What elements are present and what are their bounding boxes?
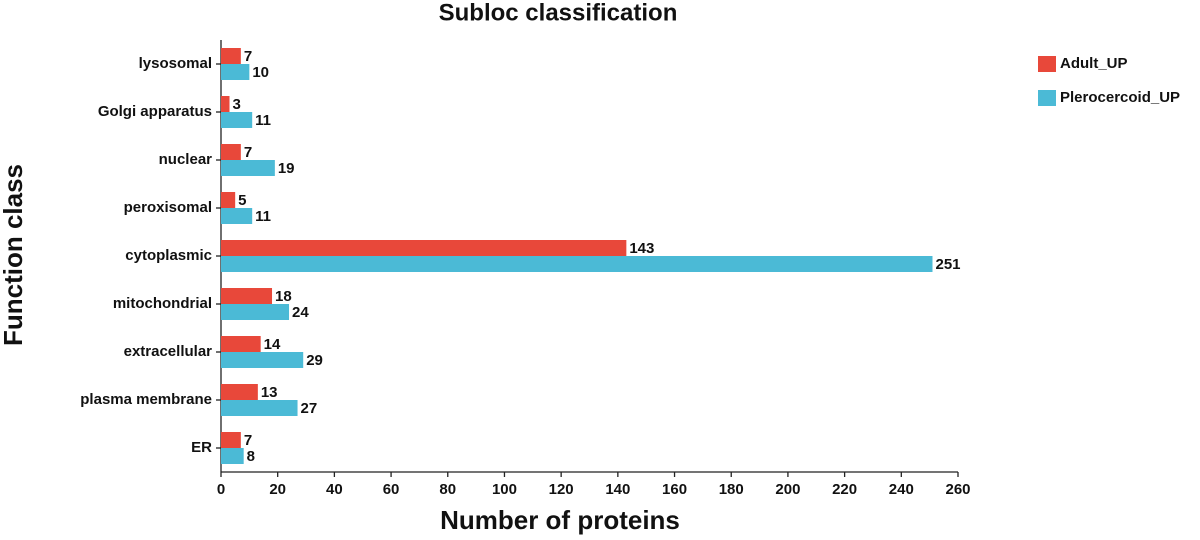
value-label: 8 (247, 448, 255, 465)
chart-title: Subloc classification (439, 0, 678, 26)
legend-label: Adult_UP (1060, 55, 1128, 72)
legend-swatch (1038, 56, 1056, 72)
bar (221, 160, 275, 176)
y-tick-label: extracellular (124, 343, 213, 360)
bar (221, 240, 627, 256)
x-tick-label: 60 (383, 481, 400, 498)
x-tick-label: 80 (439, 481, 456, 498)
legend-swatch (1038, 90, 1056, 106)
bar (221, 336, 261, 352)
y-tick-label: Golgi apparatus (98, 103, 212, 120)
y-axis-label: Function class (0, 164, 28, 346)
value-label: 251 (935, 256, 960, 273)
x-tick-label: 140 (605, 481, 630, 498)
value-label: 19 (278, 160, 295, 177)
bar (221, 384, 258, 400)
value-label: 7 (244, 144, 252, 161)
y-tick-label: peroxisomal (124, 199, 212, 216)
x-axis-label: Number of proteins (440, 505, 680, 535)
x-tick-label: 120 (549, 481, 574, 498)
value-label: 27 (301, 400, 318, 417)
x-tick-label: 0 (217, 481, 225, 498)
bar (221, 192, 236, 208)
y-tick-label: plasma membrane (80, 391, 212, 408)
x-tick-label: 220 (832, 481, 857, 498)
x-tick-label: 260 (945, 481, 970, 498)
value-label: 7 (244, 432, 252, 449)
x-tick-label: 100 (492, 481, 517, 498)
value-label: 11 (255, 112, 271, 129)
bar (221, 352, 304, 368)
bar (221, 112, 253, 128)
value-label: 13 (261, 384, 278, 401)
bar (221, 288, 273, 304)
bar (221, 448, 244, 464)
x-tick-label: 20 (269, 481, 286, 498)
x-tick-label: 40 (326, 481, 343, 498)
value-label: 10 (252, 64, 269, 81)
value-label: 29 (306, 352, 323, 369)
value-label: 11 (255, 208, 271, 225)
x-tick-label: 180 (719, 481, 744, 498)
bar (221, 256, 933, 272)
x-tick-label: 240 (889, 481, 914, 498)
y-tick-label: ER (191, 439, 212, 456)
y-tick-label: mitochondrial (113, 295, 212, 312)
bar (221, 432, 241, 448)
x-tick-label: 160 (662, 481, 687, 498)
bar (221, 304, 290, 320)
value-label: 18 (275, 288, 292, 305)
bar (221, 144, 241, 160)
value-label: 7 (244, 48, 252, 65)
bar (221, 400, 298, 416)
bar (221, 96, 230, 112)
value-label: 5 (238, 192, 246, 209)
bar (221, 48, 241, 64)
bar (221, 64, 250, 80)
value-label: 143 (629, 240, 654, 257)
legend-label: Plerocercoid_UP (1060, 89, 1180, 106)
bar (221, 208, 253, 224)
y-tick-label: nuclear (159, 151, 213, 168)
y-tick-label: lysosomal (139, 55, 212, 72)
value-label: 24 (292, 304, 309, 321)
x-tick-label: 200 (775, 481, 800, 498)
value-label: 14 (264, 336, 281, 353)
value-label: 3 (233, 96, 241, 113)
y-tick-label: cytoplasmic (125, 247, 212, 264)
